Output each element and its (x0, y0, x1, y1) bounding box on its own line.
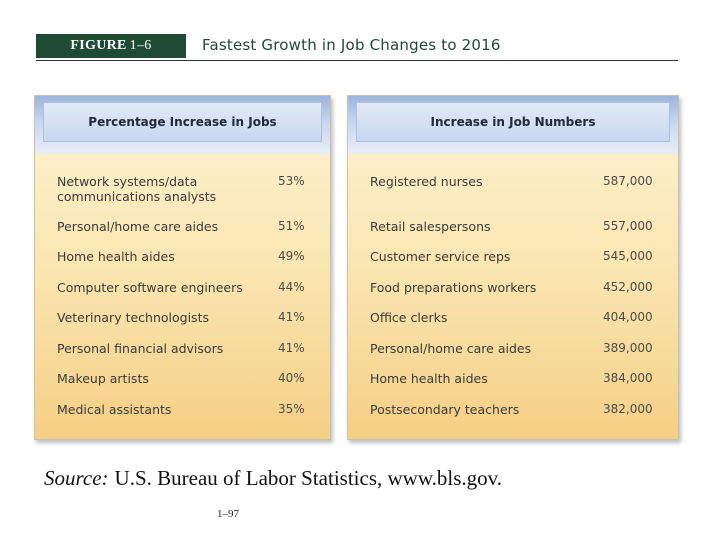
job-value: 49% (278, 249, 305, 263)
job-name: Personal/home care aides (370, 341, 532, 356)
job-name: Office clerks (370, 310, 448, 325)
table-header: Increase in Job Numbers (356, 102, 670, 142)
source-label: Source: (44, 466, 109, 490)
source-text: U.S. Bureau of Labor Statistics, www.bls… (114, 466, 503, 490)
job-value: 40% (278, 371, 305, 385)
job-name: Computer software engineers (57, 280, 243, 295)
job-value: 44% (278, 280, 305, 294)
job-value: 382,000 (603, 402, 653, 416)
job-name: Customer service reps (370, 249, 511, 264)
source-citation: Source: U.S. Bureau of Labor Statistics, … (44, 466, 502, 491)
job-value: 51% (278, 219, 305, 233)
job-numbers-table: Increase in Job Numbers Registered nurse… (347, 95, 679, 440)
job-name: Veterinary technologists (57, 310, 209, 325)
page-number: 1–97 (217, 508, 239, 520)
job-name: Network systems/data communications anal… (57, 174, 217, 204)
job-name: Medical assistants (57, 402, 172, 417)
job-value: 41% (278, 341, 305, 355)
job-name: Home health aides (370, 371, 488, 386)
job-name: Postsecondary teachers (370, 402, 520, 417)
figure-title: Fastest Growth in Job Changes to 2016 (202, 36, 501, 54)
job-value: 384,000 (603, 371, 653, 385)
table-header-band: Increase in Job Numbers (348, 96, 678, 154)
table-header-band: Percentage Increase in Jobs (35, 96, 330, 154)
job-name: Retail salespersons (370, 219, 491, 234)
job-name: Home health aides (57, 249, 175, 264)
figure-label-word: FIGURE (70, 38, 127, 53)
figure-label-number: 1–6 (129, 38, 152, 53)
percentage-increase-table: Percentage Increase in Jobs Network syst… (34, 95, 331, 440)
title-divider (36, 60, 678, 61)
job-value: 545,000 (603, 249, 653, 263)
job-value: 404,000 (603, 310, 653, 324)
figure-label: FIGURE 1–6 (36, 34, 186, 58)
job-value: 41% (278, 310, 305, 324)
job-name: Personal/home care aides (57, 219, 219, 234)
job-value: 557,000 (603, 219, 653, 233)
job-value: 452,000 (603, 280, 653, 294)
table-header: Percentage Increase in Jobs (43, 102, 322, 142)
job-value: 389,000 (603, 341, 653, 355)
job-name: Food preparations workers (370, 280, 537, 295)
job-name: Personal financial advisors (57, 341, 224, 356)
job-name: Registered nurses (370, 174, 483, 189)
job-value: 53% (278, 174, 305, 188)
job-value: 587,000 (603, 174, 653, 188)
job-name: Makeup artists (57, 371, 149, 386)
job-value: 35% (278, 402, 305, 416)
